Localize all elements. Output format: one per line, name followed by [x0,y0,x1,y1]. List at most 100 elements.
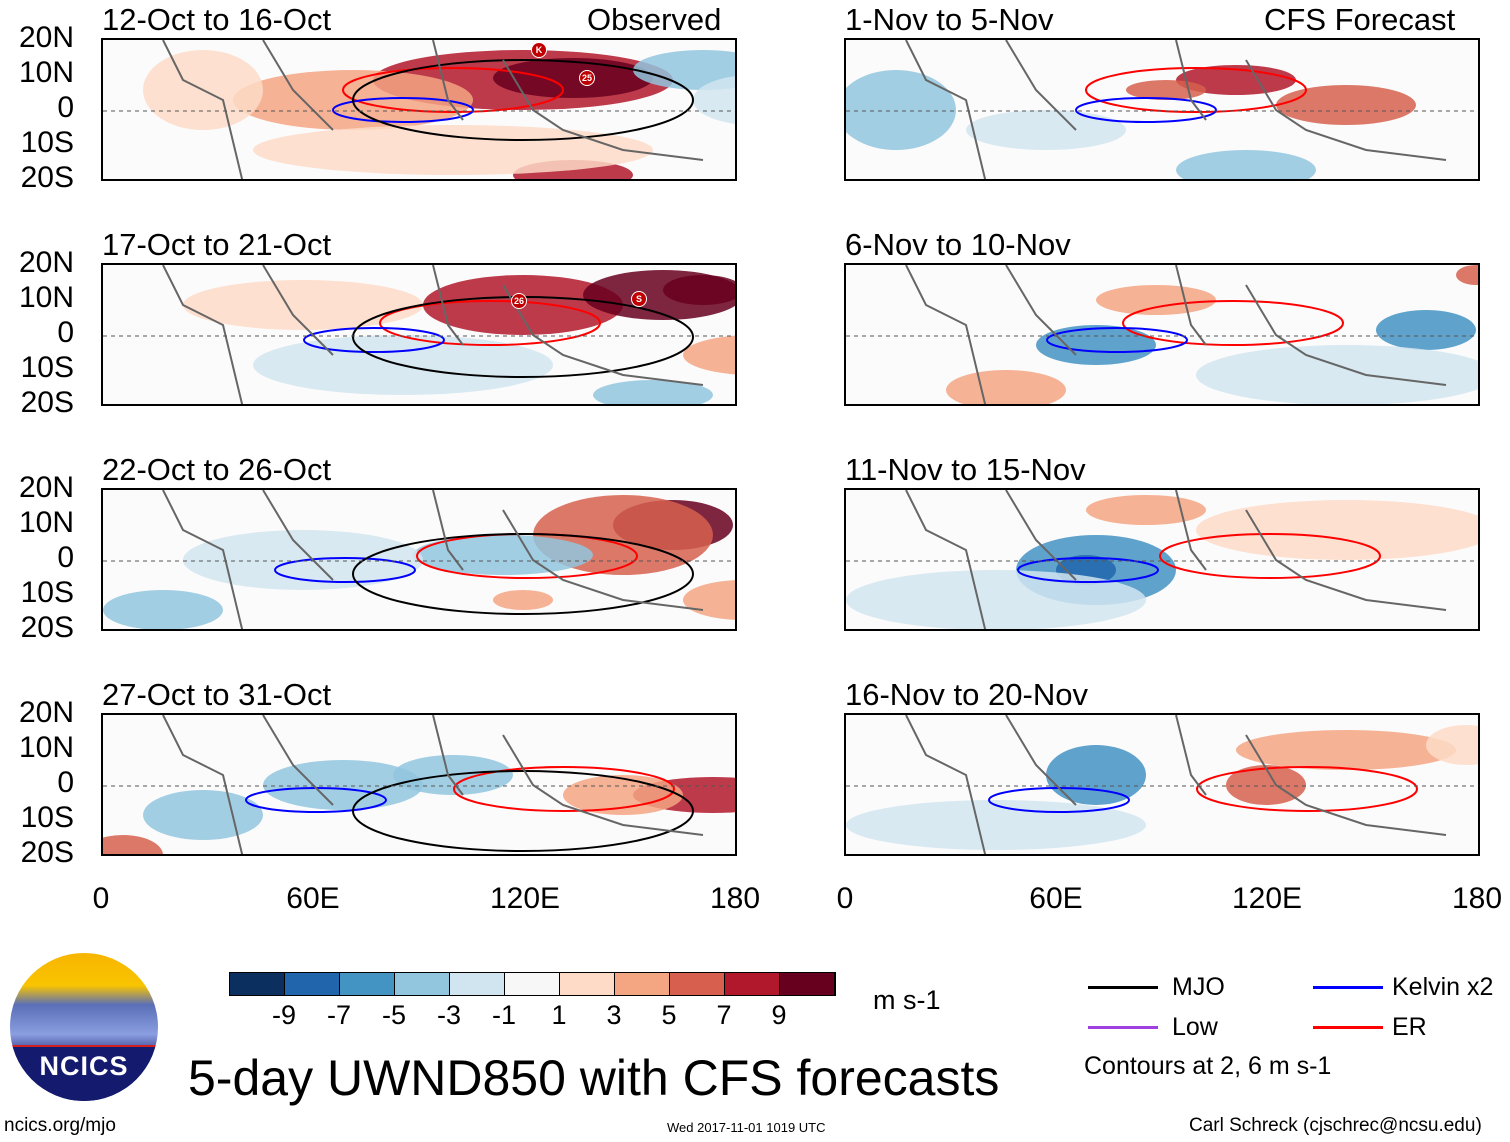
anomaly-shading [493,590,553,610]
colorbar-swatch [725,973,780,995]
colorbar-label: -7 [326,1000,352,1030]
anomaly-shading [1126,80,1206,100]
er-contour [1159,533,1381,579]
colorbar-swatch [340,973,395,995]
contour-note: Contours at 2, 6 m s-1 [1084,1052,1332,1080]
er-contour [1196,766,1418,812]
figure-title: 5-day UWND850 with CFS forecasts [188,1050,1000,1106]
lon-label: 120E [1231,882,1303,915]
er-contour [1122,300,1344,346]
colorbar-label: -5 [381,1000,407,1030]
anomaly-shading [1196,345,1478,404]
map-panel [844,263,1480,406]
lat-label: 20N [18,696,74,729]
legend-low: Low [1172,1013,1218,1041]
map-panel [844,713,1480,856]
colorbar-label: -3 [436,1000,462,1030]
anomaly-shading [143,790,263,840]
lat-label: 0 [57,91,74,124]
kelvin-contour [274,557,416,583]
observed-label: Observed [587,2,722,37]
colorbar-swatch [505,973,560,995]
coastlines [162,40,704,179]
colorbar-label: 3 [606,1000,622,1030]
lon-label: 60E [1029,882,1083,915]
legend-er: ER [1392,1013,1427,1041]
legend-mjo: MJO [1172,973,1225,1001]
lat-label: 10S [20,126,74,159]
er-contour [1085,67,1307,113]
footer-timestamp: Wed 2017-11-01 1019 UTC [667,1120,826,1135]
anomaly-shading [966,110,1126,150]
coastlines [162,490,704,629]
lat-label: 10S [20,576,74,609]
map-panel [101,713,737,856]
anomaly-shading [683,335,735,375]
mjo-contour [352,59,694,141]
lat-label: 10S [20,351,74,384]
colorbar-swatch [560,973,615,995]
lat-label: 10N [18,731,74,764]
map-panel: 26 S [101,263,737,406]
kelvin-contour [1017,557,1159,583]
colorbar-label: -9 [271,1000,297,1030]
colorbar-swatch [670,973,725,995]
colorbar-swatch [230,973,285,995]
kelvin-contour [1046,327,1188,353]
anomaly-shading [846,570,1146,629]
lon-label: 180 [1451,882,1503,915]
footer-url[interactable]: ncics.org/mjo [4,1115,116,1136]
lat-label: 20N [18,21,74,54]
anomaly-shading [253,125,653,175]
anomaly-shading [1086,495,1206,525]
anomaly-shading [1096,285,1216,315]
panel-title: 22-Oct to 26-Oct [102,452,332,487]
lat-label: 20S [20,611,74,644]
panel-title: 11-Nov to 15-Nov [845,452,1086,487]
footer-author: Carl Schreck (cjschrec@ncsu.edu) [1189,1115,1482,1136]
map-panel [844,38,1480,181]
coastlines [162,265,704,404]
lat-label: 0 [57,541,74,574]
lon-label: 180 [709,882,761,915]
colorbar-units: m s-1 [873,985,941,1015]
kelvin-contour [1075,97,1217,123]
lat-label: 20N [18,471,74,504]
storm-marker: S [631,291,647,307]
mjo-contour [352,533,694,615]
anomaly-shading [846,800,1146,850]
coastlines [905,715,1447,854]
anomaly-shading [1036,325,1156,365]
storm-marker: 25 [579,70,595,86]
anomaly-shading [1456,265,1478,285]
anomaly-shading [1376,310,1476,350]
anomaly-shading [1276,85,1416,125]
lat-label: 20S [20,386,74,419]
storm-marker: 26 [511,293,527,309]
mjo-contour [352,770,694,852]
colorbar-swatch [395,973,450,995]
lat-label: 10N [18,56,74,89]
lon-label: 120E [489,882,561,915]
anomaly-shading [593,380,713,404]
map-panel [844,488,1480,631]
colorbar-label: 5 [661,1000,677,1030]
anomaly-shading [683,580,735,620]
forecast-label: CFS Forecast [1264,2,1456,37]
anomaly-shading [103,590,223,629]
lat-label: 10N [18,281,74,314]
anomaly-shading [183,280,423,330]
lat-label: 20S [20,836,74,869]
coastlines [905,40,1447,179]
colorbar-label: 9 [771,1000,787,1030]
anomaly-shading [1046,745,1146,805]
colorbar-label: 7 [716,1000,732,1030]
legend-line-low [1088,1026,1158,1029]
map-panel: K 25 [101,38,737,181]
panel-title: 12-Oct to 16-Oct [102,2,332,37]
map-panel [101,488,737,631]
colorbar [229,972,836,996]
colorbar-swatch [780,973,835,995]
storm-marker: K [531,42,547,58]
